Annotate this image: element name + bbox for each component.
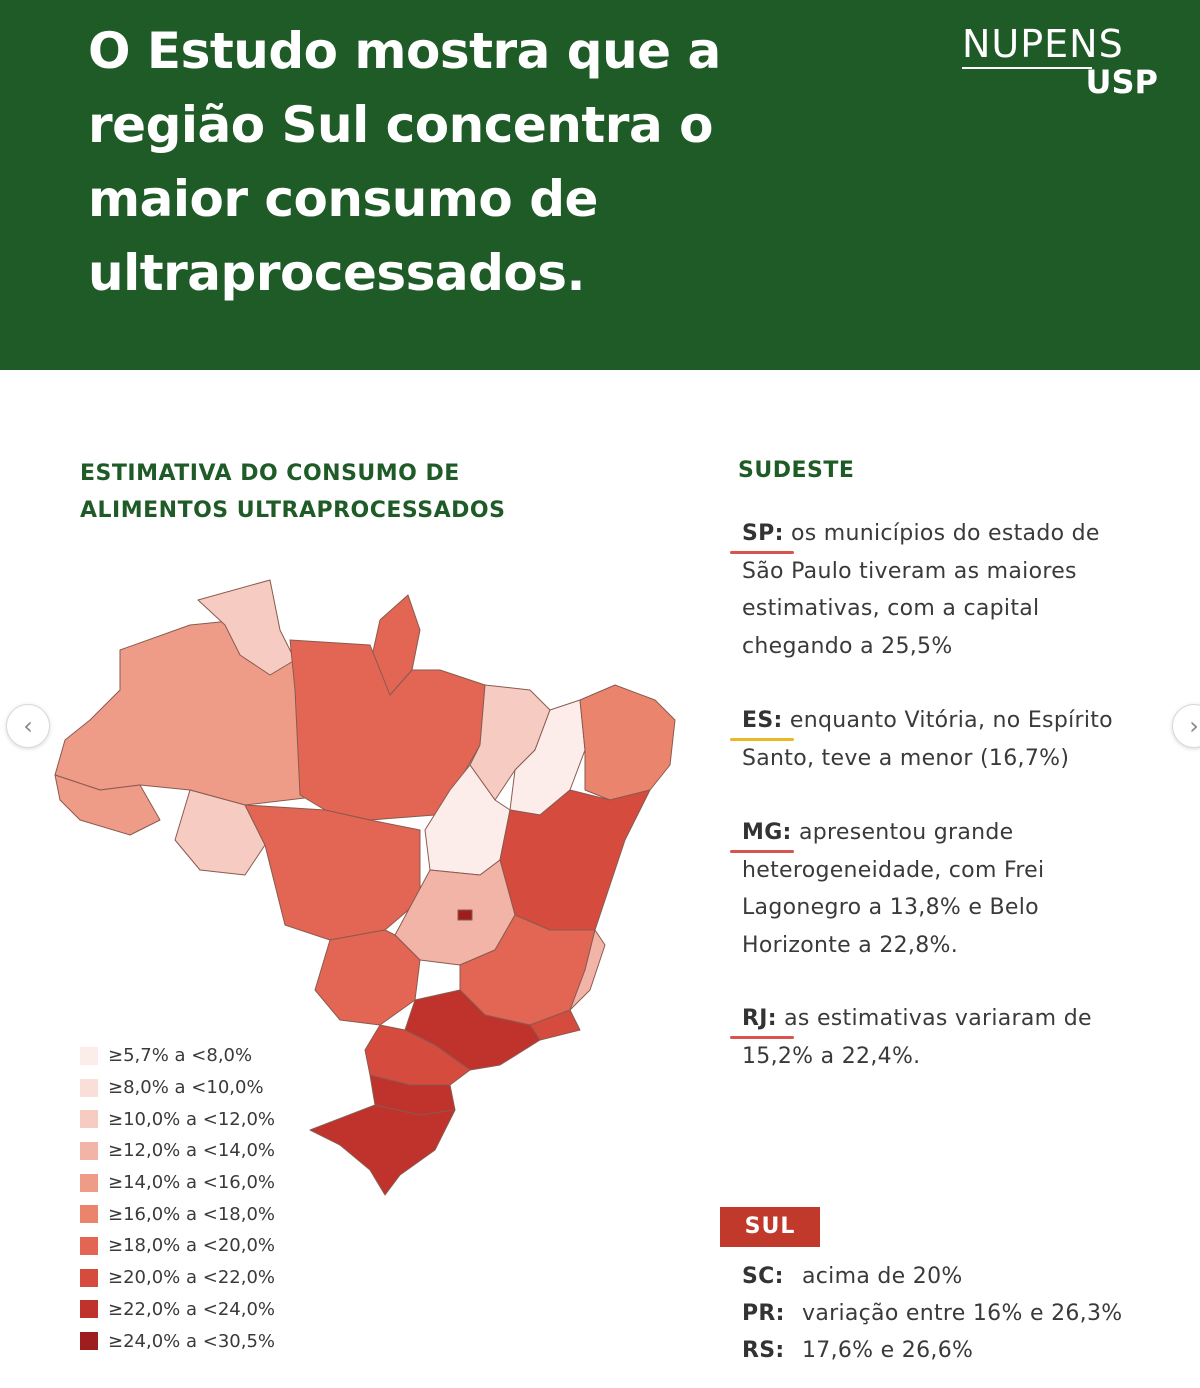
state-code-underline (730, 1036, 794, 1039)
region-para (289, 639, 486, 821)
region-espirito-santo (569, 929, 606, 1011)
legend-item: ≥8,0% a <10,0% (80, 1072, 340, 1104)
legend-item: ≥12,0% a <14,0% (80, 1135, 340, 1167)
legend-swatch (80, 1110, 98, 1129)
sul-state-code: SC: (742, 1264, 784, 1289)
state-text: 15,2% a 22,4%. (742, 1043, 921, 1069)
region-acre (54, 774, 161, 836)
legend-swatch (80, 1300, 98, 1319)
legend-swatch (80, 1173, 98, 1192)
legend-swatch (80, 1205, 98, 1224)
legend-label: ≥18,0% a <20,0% (108, 1235, 276, 1257)
sul-state-text: acima de 20% (802, 1264, 963, 1289)
state-text: estimativas, com a capital (742, 596, 1040, 621)
legend-swatch (80, 1236, 98, 1255)
state-es-block: ES: enquanto Vitória, no Espírito Santo,… (730, 702, 1182, 777)
legend-item: ≥10,0% a <12,0% (80, 1103, 340, 1135)
map-title: ESTIMATIVA DO CONSUMO DE ALIMENTOS ULTRA… (80, 455, 600, 529)
state-text: Lagonegro a 13,8% e Belo (742, 895, 1039, 920)
state-code-underline (730, 738, 794, 741)
legend-item: ≥14,0% a <16,0% (80, 1167, 340, 1199)
sudeste-title: SUDESTE (738, 458, 855, 483)
state-mg-block: MG: apresentou grande heterogeneidade, c… (730, 814, 1182, 964)
region-mato-grosso (244, 804, 421, 941)
region-nordeste-leste (579, 684, 676, 801)
brazil-choropleth-map (54, 579, 676, 1196)
nupens-usp-logo: NUPENS USP (962, 22, 1162, 102)
map-legend: ≥5,7% a <8,0% ≥8,0% a <10,0% ≥10,0% a <1… (80, 1040, 340, 1357)
state-code: ES: (742, 708, 783, 733)
state-sp-block: SP: os municípios do estado de São Paulo… (730, 515, 1182, 665)
legend-label: ≥14,0% a <16,0% (108, 1172, 276, 1194)
legend-label: ≥10,0% a <12,0% (108, 1108, 276, 1130)
state-text: os municípios do estado de (790, 521, 1100, 546)
headline-line: ultraprocessados. (88, 244, 586, 302)
state-code: MG: (742, 820, 792, 845)
region-roraima (197, 579, 296, 676)
legend-swatch (80, 1268, 98, 1287)
legend-item: ≥16,0% a <18,0% (80, 1198, 340, 1230)
legend-item: ≥18,0% a <20,0% (80, 1230, 340, 1262)
state-text: as estimativas variaram de (784, 1006, 1092, 1031)
sul-row-sc: SC: acima de 20% (742, 1264, 963, 1289)
headline-line: O Estudo mostra que a (88, 22, 721, 80)
sul-row-pr: PR: variação entre 16% e 26,3% (742, 1301, 1122, 1326)
logo-nupens-text: NUPENS (962, 22, 1124, 66)
legend-swatch (80, 1046, 98, 1065)
state-text: enquanto Vitória, no Espírito (789, 708, 1113, 733)
map-title-line: ALIMENTOS ULTRAPROCESSADOS (80, 498, 506, 523)
state-text: heterogeneidade, com Frei (742, 857, 1045, 883)
legend-swatch (80, 1141, 98, 1160)
region-mato-grosso-sul (314, 929, 421, 1026)
state-line: RJ: as estimativas variaram de (742, 1000, 1182, 1038)
region-rio-grande-sul (309, 1104, 456, 1196)
chevron-right-icon: › (1189, 712, 1199, 740)
legend-swatch (80, 1332, 98, 1351)
sul-state-text: variação entre 16% e 26,3% (802, 1301, 1123, 1326)
legend-label: ≥24,0% a <30,5% (108, 1330, 276, 1352)
state-text: Horizonte a 22,8%. (742, 932, 959, 958)
sul-state-code: PR: (742, 1301, 785, 1326)
legend-item: ≥5,7% a <8,0% (80, 1040, 340, 1072)
logo-underline (962, 67, 1092, 69)
headline: O Estudo mostra que a região Sul concent… (88, 14, 848, 310)
sul-badge: SUL (720, 1207, 820, 1247)
state-rj-block: RJ: as estimativas variaram de 15,2% a 2… (730, 1000, 1182, 1075)
header-banner: O Estudo mostra que a região Sul concent… (0, 0, 1200, 370)
legend-swatch (80, 1078, 98, 1097)
carousel-next-button[interactable]: › (1172, 704, 1200, 748)
map-title-line: ESTIMATIVA DO CONSUMO DE (80, 461, 460, 486)
state-text: apresentou grande (798, 820, 1014, 845)
carousel-prev-button[interactable]: ‹ (6, 704, 50, 748)
legend-label: ≥5,7% a <8,0% (108, 1045, 253, 1067)
state-line: MG: apresentou grande (742, 814, 1182, 852)
legend-item: ≥24,0% a <30,5% (80, 1325, 340, 1357)
sul-state-text: 17,6% e 26,6% (802, 1338, 974, 1363)
logo-usp-text: USP (1085, 63, 1158, 101)
state-code: SP: (742, 521, 784, 546)
region-distrito-federal (457, 909, 473, 921)
state-text: São Paulo tiveram as maiores (742, 558, 1077, 584)
sul-state-code: RS: (742, 1338, 785, 1363)
legend-label: ≥20,0% a <22,0% (108, 1267, 276, 1289)
legend-item: ≥20,0% a <22,0% (80, 1262, 340, 1294)
state-code-underline (730, 850, 794, 853)
legend-label: ≥12,0% a <14,0% (108, 1140, 276, 1162)
sul-row-rs: RS: 17,6% e 26,6% (742, 1338, 973, 1363)
state-line: SP: os municípios do estado de (742, 515, 1182, 553)
chevron-left-icon: ‹ (23, 712, 33, 740)
headline-line: região Sul concentra o (88, 96, 713, 154)
state-text: chegando a 25,5% (742, 633, 953, 659)
state-code: RJ: (742, 1006, 777, 1031)
state-code-underline (730, 551, 794, 554)
state-text: Santo, teve a menor (16,7%) (742, 745, 1070, 771)
headline-line: maior consumo de (88, 170, 598, 228)
legend-label: ≥16,0% a <18,0% (108, 1203, 276, 1225)
state-line: ES: enquanto Vitória, no Espírito (742, 702, 1182, 740)
legend-label: ≥22,0% a <24,0% (108, 1298, 276, 1320)
legend-item: ≥22,0% a <24,0% (80, 1294, 340, 1326)
legend-label: ≥8,0% a <10,0% (108, 1077, 264, 1099)
